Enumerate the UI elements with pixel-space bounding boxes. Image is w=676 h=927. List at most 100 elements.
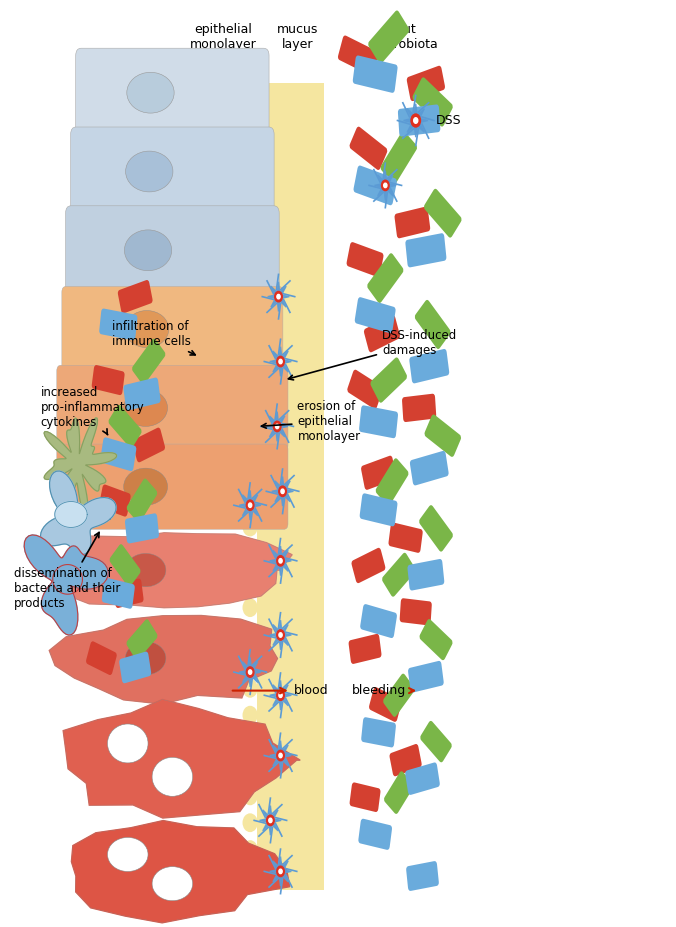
FancyBboxPatch shape <box>119 652 151 683</box>
FancyBboxPatch shape <box>367 253 404 303</box>
Polygon shape <box>55 502 87 527</box>
FancyBboxPatch shape <box>353 56 397 93</box>
Ellipse shape <box>152 867 193 901</box>
Ellipse shape <box>243 114 258 133</box>
Circle shape <box>246 667 254 678</box>
FancyBboxPatch shape <box>349 634 381 664</box>
Text: erosion of
epithelial
monolayer: erosion of epithelial monolayer <box>262 400 360 443</box>
FancyBboxPatch shape <box>408 661 443 692</box>
Ellipse shape <box>243 517 258 537</box>
FancyBboxPatch shape <box>406 234 446 267</box>
FancyBboxPatch shape <box>347 242 383 277</box>
FancyBboxPatch shape <box>360 604 397 638</box>
FancyBboxPatch shape <box>354 166 397 205</box>
FancyBboxPatch shape <box>132 338 166 385</box>
Circle shape <box>276 690 285 701</box>
Circle shape <box>266 815 274 826</box>
Ellipse shape <box>243 141 258 160</box>
Circle shape <box>381 180 389 191</box>
Ellipse shape <box>152 757 193 796</box>
Ellipse shape <box>243 195 258 214</box>
Circle shape <box>276 425 279 428</box>
Ellipse shape <box>243 652 258 671</box>
Ellipse shape <box>243 732 258 752</box>
Ellipse shape <box>124 389 168 426</box>
FancyBboxPatch shape <box>406 861 439 891</box>
Text: blood: blood <box>294 684 329 697</box>
Ellipse shape <box>124 468 168 505</box>
Circle shape <box>246 500 254 511</box>
FancyBboxPatch shape <box>414 299 451 349</box>
Ellipse shape <box>127 72 174 113</box>
Circle shape <box>249 503 251 507</box>
Ellipse shape <box>243 248 258 268</box>
Circle shape <box>414 118 418 123</box>
FancyBboxPatch shape <box>381 131 417 184</box>
Ellipse shape <box>243 383 258 402</box>
FancyBboxPatch shape <box>361 456 396 489</box>
Ellipse shape <box>125 553 166 587</box>
Ellipse shape <box>243 490 258 510</box>
Text: infiltration of
immune cells: infiltration of immune cells <box>112 320 195 355</box>
Circle shape <box>274 291 283 302</box>
FancyBboxPatch shape <box>102 578 135 609</box>
Circle shape <box>384 184 387 187</box>
FancyBboxPatch shape <box>420 721 452 762</box>
FancyBboxPatch shape <box>405 762 440 795</box>
FancyBboxPatch shape <box>349 127 387 170</box>
Text: DSS-induced
damages: DSS-induced damages <box>289 329 457 380</box>
Text: mucus
layer: mucus layer <box>276 23 318 51</box>
FancyBboxPatch shape <box>369 687 402 722</box>
FancyBboxPatch shape <box>412 77 453 127</box>
Circle shape <box>279 754 282 757</box>
Polygon shape <box>63 700 300 818</box>
Circle shape <box>277 295 280 298</box>
Ellipse shape <box>125 311 169 348</box>
FancyBboxPatch shape <box>368 10 409 64</box>
FancyBboxPatch shape <box>352 548 385 583</box>
Ellipse shape <box>243 813 258 832</box>
FancyBboxPatch shape <box>419 619 453 660</box>
FancyBboxPatch shape <box>86 641 117 675</box>
FancyBboxPatch shape <box>70 127 274 216</box>
Polygon shape <box>260 806 281 835</box>
Circle shape <box>281 489 284 493</box>
Ellipse shape <box>243 759 258 779</box>
FancyBboxPatch shape <box>410 451 449 486</box>
FancyBboxPatch shape <box>126 619 158 660</box>
FancyBboxPatch shape <box>124 377 160 411</box>
FancyBboxPatch shape <box>359 405 398 438</box>
Ellipse shape <box>243 598 258 617</box>
Text: epithelial
monolayer: epithelial monolayer <box>190 23 256 51</box>
Ellipse shape <box>243 679 258 698</box>
FancyBboxPatch shape <box>76 48 269 137</box>
FancyBboxPatch shape <box>358 819 392 850</box>
FancyBboxPatch shape <box>376 458 408 506</box>
Polygon shape <box>266 412 288 441</box>
Circle shape <box>279 870 282 873</box>
FancyBboxPatch shape <box>389 744 422 776</box>
FancyBboxPatch shape <box>110 544 141 587</box>
Circle shape <box>276 866 285 877</box>
FancyBboxPatch shape <box>409 349 450 384</box>
Ellipse shape <box>107 724 148 763</box>
Ellipse shape <box>243 840 258 859</box>
Circle shape <box>276 555 285 566</box>
Polygon shape <box>41 471 116 554</box>
Circle shape <box>279 559 282 563</box>
FancyBboxPatch shape <box>384 771 414 814</box>
FancyBboxPatch shape <box>395 207 430 238</box>
Ellipse shape <box>243 625 258 644</box>
Ellipse shape <box>243 437 258 456</box>
Polygon shape <box>49 616 278 704</box>
Ellipse shape <box>243 410 258 429</box>
Text: DSS: DSS <box>436 114 462 127</box>
FancyBboxPatch shape <box>108 405 142 448</box>
Polygon shape <box>239 490 261 520</box>
FancyBboxPatch shape <box>360 493 397 527</box>
FancyBboxPatch shape <box>425 414 461 457</box>
Ellipse shape <box>243 356 258 375</box>
Circle shape <box>249 670 251 674</box>
Polygon shape <box>24 535 108 635</box>
FancyBboxPatch shape <box>424 189 462 237</box>
